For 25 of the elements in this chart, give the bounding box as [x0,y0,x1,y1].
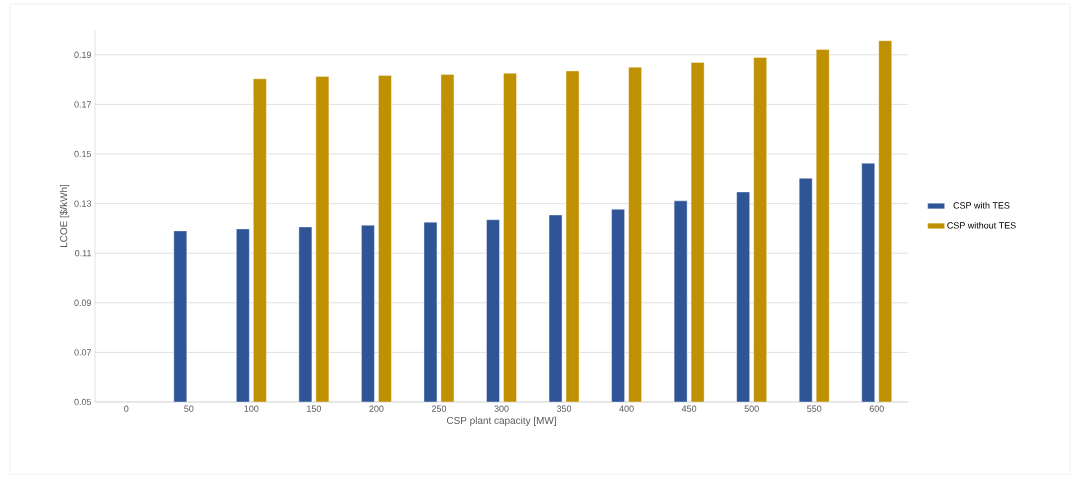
x-axis-title: CSP plant capacity [MW] [446,416,556,426]
x-tick-label: 50 [184,405,194,412]
x-tick-label: 400 [619,405,634,412]
y-tick-label: 0.15 [74,150,92,158]
x-tick-label: 450 [681,405,697,412]
y-tick-label: 0.17 [74,101,92,108]
x-tick-label: 100 [244,405,259,412]
x-tick-label: 350 [556,405,572,412]
x-tick-label: 150 [307,405,322,412]
x-tick-label: 250 [431,405,447,412]
x-tick-label: 200 [369,405,384,412]
y-tick-label: 0.11 [75,250,92,257]
x-tick-label: 500 [744,405,759,412]
y-tick-label: 0.19 [74,51,92,58]
x-tick-label: 300 [494,405,509,412]
legend-label: CSP with TES [953,202,1010,209]
x-tick-label: 600 [869,405,884,412]
y-tick-label: 0.07 [74,349,92,356]
y-tick-label: 0.13 [74,200,92,207]
y-tick-label: 0.09 [74,299,92,306]
y-axis-title: LCOE [$/kWh] [59,184,70,248]
x-tick-label: 550 [807,405,822,412]
x-tick-label: 0 [124,405,129,412]
y-tick-label: 0.05 [74,398,92,406]
legend-label: CSP without TES [947,221,1016,229]
